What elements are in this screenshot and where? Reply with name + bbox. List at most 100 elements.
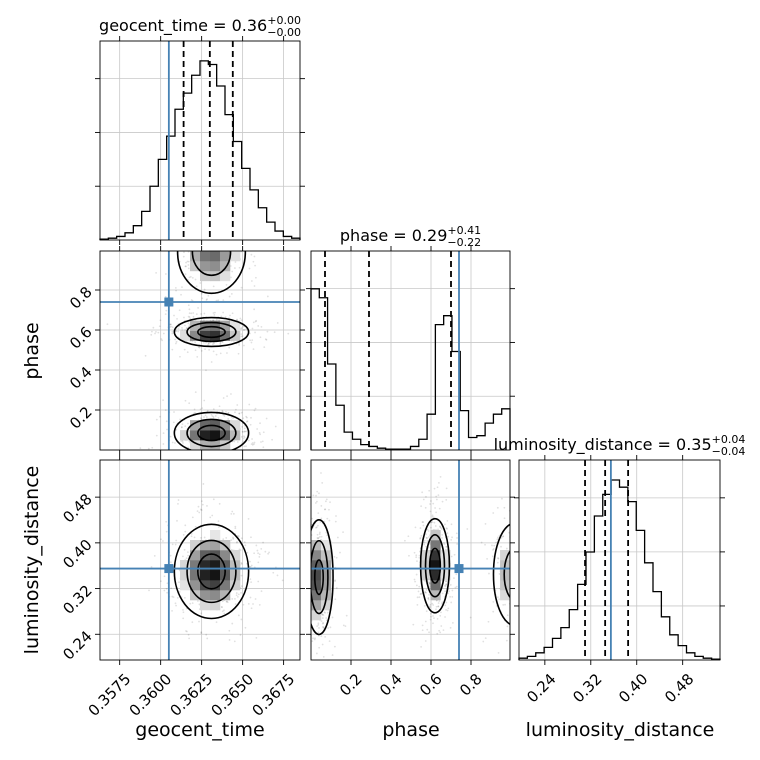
- y-tick-label: 0.2: [66, 403, 96, 433]
- density-cell: [440, 560, 451, 571]
- scatter-point: [218, 455, 220, 457]
- scatter-point: [249, 423, 252, 426]
- scatter-point: [495, 541, 497, 544]
- scatter-point: [201, 407, 204, 410]
- scatter-point: [318, 627, 320, 629]
- scatter-point: [175, 539, 178, 542]
- scatter-point: [407, 535, 410, 538]
- scatter-point: [512, 598, 514, 600]
- scatter-point: [310, 692, 312, 694]
- density-cell: [210, 320, 221, 331]
- scatter-point: [212, 350, 215, 353]
- scatter-point: [313, 689, 315, 691]
- scatter-point: [329, 666, 331, 668]
- scatter-point: [253, 255, 256, 258]
- scatter-point: [218, 456, 220, 458]
- scatter-point: [237, 535, 240, 538]
- scatter-point: [515, 568, 517, 570]
- scatter-point: [252, 245, 254, 247]
- panel-title: phase = 0.29+0.41 −0.22: [340, 224, 481, 249]
- scatter-point: [175, 342, 177, 345]
- scatter-point: [257, 561, 260, 564]
- scatter-point: [197, 346, 200, 348]
- scatter-point: [181, 286, 183, 289]
- scatter-point: [200, 509, 203, 511]
- scatter-point: [232, 536, 234, 539]
- scatter-point: [171, 332, 174, 335]
- scatter-point: [225, 411, 227, 413]
- scatter-point: [417, 590, 420, 593]
- x-tick-label: 0.8: [456, 670, 486, 700]
- scatter-point: [315, 526, 317, 529]
- scatter-point: [155, 434, 158, 437]
- scatter-point: [408, 554, 410, 557]
- scatter-point: [445, 583, 448, 586]
- scatter-point: [181, 327, 183, 329]
- scatter-point: [238, 458, 240, 460]
- scatter-point: [446, 527, 448, 530]
- scatter-point: [214, 311, 216, 314]
- scatter-point: [316, 625, 319, 627]
- scatter-point: [502, 535, 504, 538]
- scatter-point: [186, 630, 188, 633]
- scatter-point: [441, 601, 444, 604]
- scatter-point: [259, 336, 262, 339]
- panel-content: [100, 460, 300, 660]
- scatter-point: [243, 430, 246, 433]
- scatter-point: [234, 603, 237, 605]
- scatter-point: [254, 331, 256, 334]
- scatter-point: [345, 614, 348, 617]
- scatter-point: [438, 507, 441, 510]
- scatter-point: [447, 592, 449, 595]
- scatter-point: [258, 431, 261, 434]
- scatter-point: [166, 591, 169, 594]
- scatter-point: [433, 487, 436, 490]
- scatter-point: [444, 585, 447, 587]
- x-tick-label: 0.24: [523, 670, 559, 706]
- scatter-point: [185, 630, 187, 632]
- scatter-point: [219, 352, 222, 355]
- scatter-point: [190, 312, 193, 315]
- scatter-point: [167, 241, 169, 243]
- scatter-point: [250, 581, 253, 584]
- scatter-point: [306, 558, 308, 560]
- scatter-point: [241, 425, 244, 428]
- scatter-point: [301, 574, 303, 576]
- scatter-point: [439, 614, 442, 617]
- scatter-point: [451, 589, 454, 592]
- scatter-point: [331, 616, 334, 619]
- scatter-point: [234, 411, 236, 414]
- scatter-point: [221, 451, 223, 453]
- scatter-point: [480, 541, 483, 544]
- scatter-point: [194, 246, 196, 248]
- scatter-point: [425, 536, 428, 539]
- scatter-point: [443, 543, 446, 546]
- density-cell: [190, 260, 201, 272]
- scatter-point: [449, 595, 452, 598]
- scatter-point: [139, 447, 142, 450]
- scatter-point: [171, 543, 174, 546]
- scatter-point: [247, 439, 250, 442]
- scatter-point: [255, 544, 258, 547]
- scatter-point: [187, 446, 190, 449]
- scatter-point: [175, 340, 178, 343]
- scatter-point: [187, 633, 190, 636]
- scatter-point: [426, 528, 429, 531]
- scatter-point: [254, 598, 257, 600]
- scatter-point: [260, 590, 263, 593]
- scatter-point: [200, 631, 203, 634]
- scatter-point: [240, 537, 243, 540]
- scatter-point: [305, 616, 307, 618]
- scatter-point: [213, 342, 215, 345]
- scatter-point: [180, 426, 183, 429]
- scatter-point: [184, 524, 187, 527]
- scatter-point: [205, 416, 208, 418]
- scatter-point: [205, 633, 208, 636]
- scatter-point: [206, 298, 208, 301]
- density-cell: [311, 550, 322, 561]
- scatter-point: [443, 584, 446, 587]
- scatter-point: [437, 605, 440, 608]
- scatter-point: [321, 613, 324, 616]
- scatter-point: [183, 596, 186, 599]
- scatter-point: [309, 637, 311, 639]
